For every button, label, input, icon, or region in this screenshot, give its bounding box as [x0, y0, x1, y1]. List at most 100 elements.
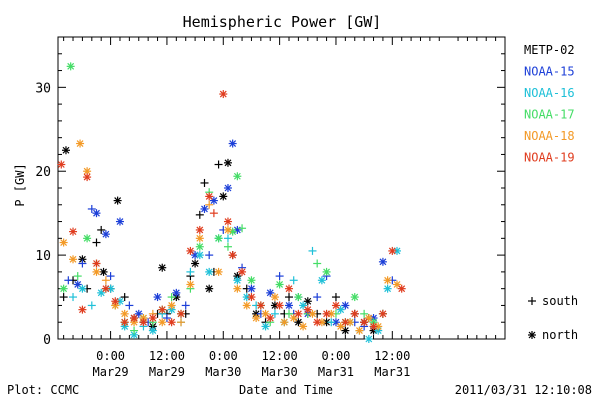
south-point	[285, 293, 294, 302]
north-point	[92, 267, 101, 276]
series-metp-02	[59, 146, 387, 335]
north-point	[270, 293, 279, 302]
north-point	[111, 297, 120, 306]
south-point	[223, 242, 232, 251]
data-points	[57, 62, 406, 343]
south-point	[101, 276, 110, 285]
north-point	[233, 284, 242, 293]
legend-item: NOAA-18	[524, 129, 575, 143]
south-point	[270, 309, 279, 318]
north-point	[242, 301, 251, 310]
north-point	[158, 318, 167, 327]
north-point	[59, 238, 68, 247]
north-point	[378, 257, 387, 266]
north-point	[350, 293, 359, 302]
south-point	[106, 272, 115, 281]
legend-item: METP-02	[524, 43, 575, 57]
north-point	[139, 318, 148, 327]
south-point	[92, 238, 101, 247]
north-point	[252, 314, 261, 323]
x-tick-label-time: 12:00	[262, 349, 298, 363]
south-point	[177, 318, 186, 327]
y-axis: 0 10 20 30	[35, 53, 505, 348]
north-point	[120, 318, 129, 327]
south-point	[327, 318, 336, 327]
north-point	[360, 318, 369, 327]
south-point	[125, 301, 134, 310]
south-point	[87, 204, 96, 213]
north-point	[130, 314, 139, 323]
x-tick-label-time: 12:00	[149, 349, 185, 363]
north-point	[219, 192, 228, 201]
south-point	[205, 251, 214, 260]
series-noaa-18	[59, 139, 402, 335]
legend-item: NOAA-15	[524, 65, 575, 79]
north-point	[280, 318, 289, 327]
y-tick-label: 0	[43, 333, 51, 348]
marker-legend-south: south	[528, 294, 578, 308]
south-point	[223, 234, 232, 243]
north-point	[219, 90, 228, 99]
south-point	[205, 200, 214, 209]
south-point	[97, 225, 106, 234]
north-point	[350, 309, 359, 318]
y-tick-label: 20	[35, 165, 51, 180]
north-point	[383, 276, 392, 285]
x-tick-label-time: 0:00	[322, 349, 351, 363]
y-axis-label: P [GW]	[13, 163, 27, 206]
south-point	[181, 301, 190, 310]
north-point	[92, 209, 101, 218]
north-point	[369, 322, 378, 331]
north-point	[331, 301, 340, 310]
north-point	[223, 158, 232, 167]
footer-timestamp: 2011/03/31 12:10:08	[455, 383, 592, 397]
south-point	[200, 178, 209, 187]
x-tick-label-date: Mar30	[262, 365, 298, 379]
south-point	[285, 309, 294, 318]
south-point	[130, 326, 139, 335]
south-point	[313, 293, 322, 302]
x-axis: 0:00 Mar29 12:00 Mar29 0:00 Mar30 12:00 Mar30 0:…	[63, 37, 497, 379]
north-point	[294, 309, 303, 318]
north-point	[247, 276, 256, 285]
north-point	[223, 184, 232, 192]
north-point	[195, 234, 204, 243]
north-point	[228, 139, 237, 148]
north-point	[214, 267, 223, 276]
south-point	[69, 293, 78, 302]
legend-item: NOAA-16	[524, 86, 575, 100]
south-point	[64, 276, 73, 285]
north-point	[214, 234, 223, 243]
marker-legend-label: south	[542, 294, 578, 308]
north-point	[191, 259, 200, 268]
north-point	[341, 318, 350, 327]
north-point	[247, 284, 256, 293]
footer-credit: Plot: CCMC	[7, 383, 79, 397]
south-point	[120, 293, 129, 302]
x-tick-label-time: 0:00	[96, 349, 125, 363]
north-point	[186, 246, 195, 255]
y-tick-label: 10	[35, 249, 51, 264]
north-point	[113, 196, 122, 205]
x-tick-label-date: Mar31	[318, 365, 354, 379]
north-point	[130, 330, 139, 339]
south-point	[313, 259, 322, 268]
north-point	[57, 160, 66, 169]
legend: METP-02 NOAA-15 NOAA-16 NOAA-17 NOAA-18 NOAA-…	[524, 43, 575, 165]
marker-legend-label: north	[542, 328, 578, 342]
north-point	[238, 267, 247, 276]
x-tick-label-date: Mar29	[149, 365, 185, 379]
north-point	[186, 280, 195, 289]
north-point	[205, 192, 214, 201]
south-point	[87, 301, 96, 310]
south-point	[275, 272, 284, 281]
legend-item: NOAA-17	[524, 108, 575, 122]
north-point	[167, 301, 176, 310]
south-point	[162, 314, 171, 323]
north-point	[92, 259, 101, 268]
north-point	[200, 204, 209, 213]
north-point	[167, 318, 176, 327]
north-point	[69, 227, 78, 236]
north-point	[223, 225, 232, 234]
